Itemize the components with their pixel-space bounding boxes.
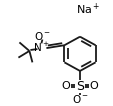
Text: N$^+$: N$^+$ [33, 41, 49, 54]
Text: Na$^+$: Na$^+$ [75, 1, 99, 17]
Text: S: S [75, 80, 83, 93]
Text: O$^-$: O$^-$ [71, 93, 88, 105]
Text: O: O [89, 81, 98, 91]
Text: O: O [61, 81, 70, 91]
Text: O$^-$: O$^-$ [34, 30, 51, 42]
